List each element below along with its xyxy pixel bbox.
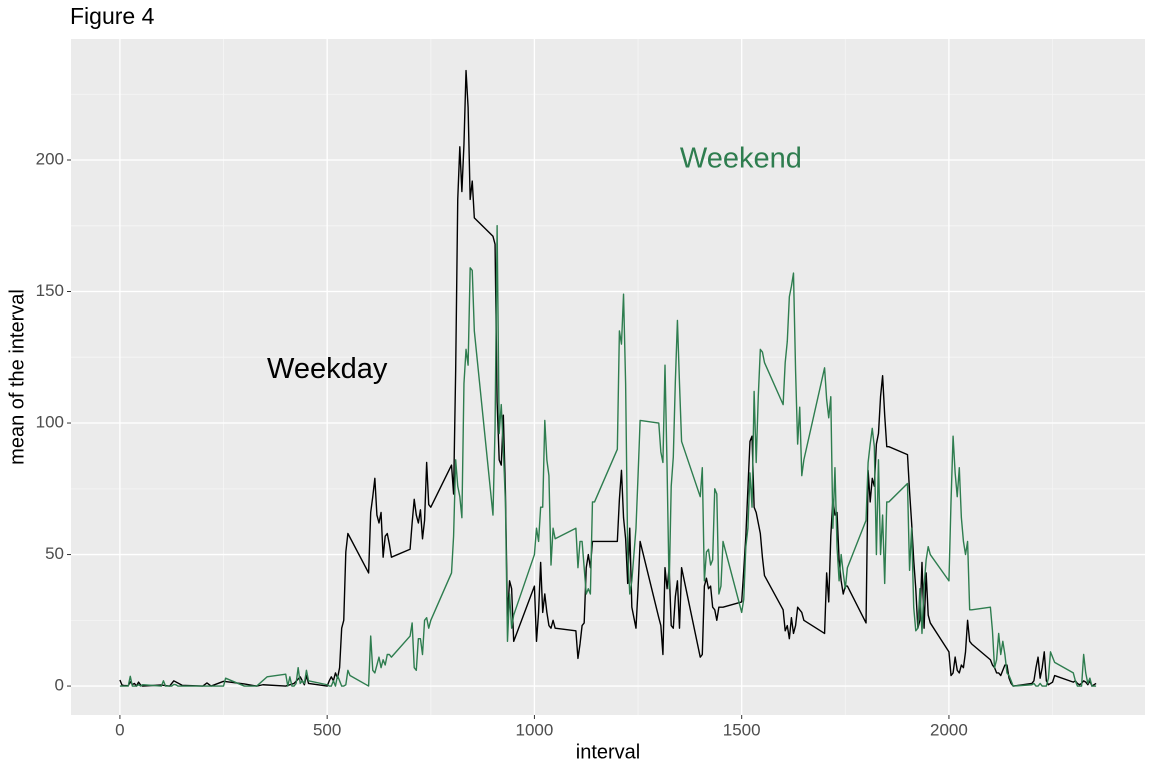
chart-title: Figure 4: [70, 3, 155, 29]
series-line: [119, 225, 1097, 687]
x-axis-label: interval: [576, 741, 640, 763]
y-axis-label: mean of the interval: [6, 289, 28, 465]
x-tick-label: 500: [313, 720, 341, 739]
panel: [71, 39, 1145, 715]
x-tick-label: 1000: [516, 720, 554, 739]
annotation: Weekend: [680, 143, 802, 175]
x-tick-label: 1500: [723, 720, 761, 739]
annotation: Weekday: [267, 353, 388, 385]
x-tick-label: 2000: [930, 720, 968, 739]
series-line: [119, 69, 1097, 687]
y-tick-label: 150: [36, 281, 64, 300]
y-tick-label: 200: [36, 149, 64, 168]
y-tick-label: 0: [55, 676, 64, 695]
x-tick-label: 0: [115, 720, 124, 739]
y-tick-label: 50: [45, 544, 64, 563]
y-tick-label: 100: [36, 413, 64, 432]
